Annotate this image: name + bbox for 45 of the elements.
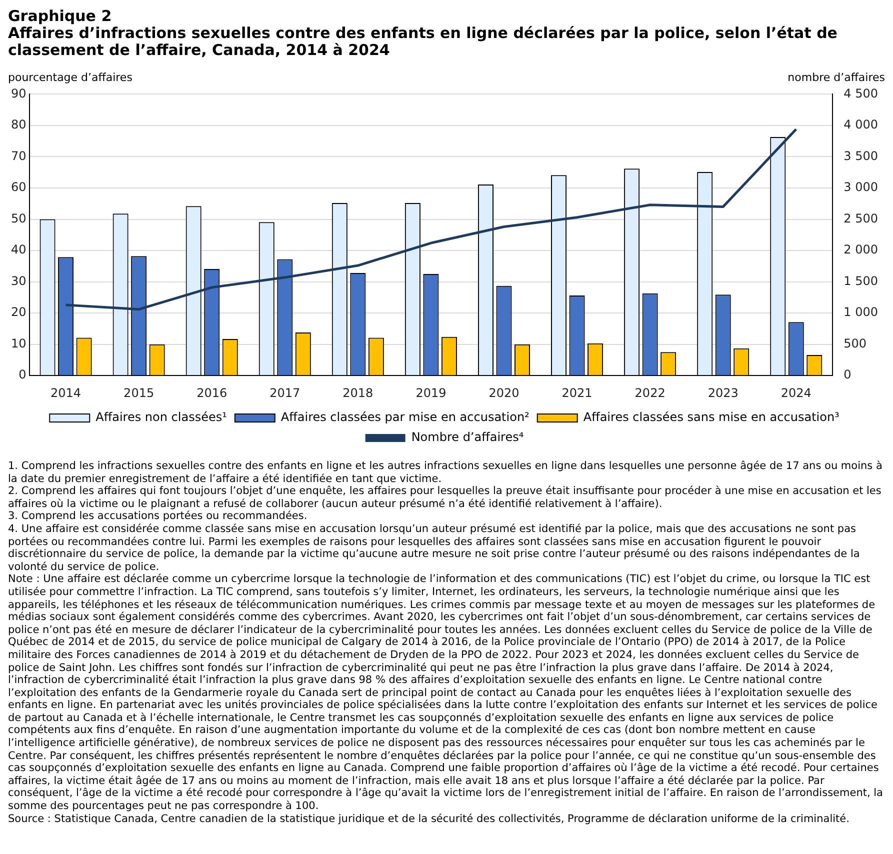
x-tick-label: 2015 xyxy=(124,386,154,400)
y-tick-label: 90 xyxy=(10,86,26,100)
text: 4. Une affaire est considérée comme classée sans mise en accusation lorsqu’un auteur présumé est identifié par la police, mais que des accusations ne sont pas portées ou recommandées contre lui. Parmi les exemples de raisons pour lesquelles des affaires sont classées sans mise en accusation figurent le pouvoir discrétionnaire du service de police, la demande par la victime qu’aucune autre mesure ne soit prise contre l’auteur présumé ou des raisons indépendantes de la volonté du service de police. xyxy=(8,522,861,574)
legend-label: Affaires classées sans mise en accusation³ xyxy=(583,410,840,424)
y2-tick-label: 3 000 xyxy=(844,180,878,194)
text: Note : Une affaire est déclarée comme un cybercrime lorsque la technologie de l’information et des communications (TIC) est l’objet du crime, ou lorsque la TIC est utilisée pour commettre l’infraction. La TIC comprend, sans toutefois s’y limiter, Internet, les ordinateurs, les serveurs, la technologie numérique ainsi que les appareils, les téléphones et les réseaux de télécommunication numériques. Les crimes commis par message texte et au moyen de messages sur les plateformes de médias sociaux sont également considérés comme des cybercrimes. Avant 2020, les cybercrimes ont fait l’objet d’un sous-dénombrement, car certains services de police n’ont pas été en mesure de déclarer l’indicateur de la cybercriminalité pour toutes les années. Les données excluent celles du Service de police de la Ville de Québec de 2014 et de 2015, du service de police municipal de Calgary de 2014 à 2016, de la Police provinciale de l’Ontario (PPO) de 2014 à 2017, de la Police militaire des Forces canadiennes de 2014 à 2019 et du détachement de Dryden de la PPO de 2022. Pour 2023 et 2024, les données excluent celles du Service de police de Saint John. Les chiffres sont fondés sur l’infraction de cybercriminalité qui peut ne pas être l’infraction la plus grave dans l’affaire. De 2014 à 2024, l’infraction de cybercriminalité était l’infraction la plus grave dans 98 % des affaires d’exploitation sexuelle des enfants en ligne. Le Centre national contre l’exploitation des enfants de la Gendarmerie royale du Canada sert de principal point de contact au Canada pour les enquêtes liées à l’exploitation sexuelle des enfants en ligne. En partenariat avec les unités provinciales de police spécialisées dans la lutte contre l’exploitation des enfants sur Internet et les services de police de partout au Canada et à l’échelle internationale, le Centre transmet les cas soupçonnés d’exploitation sexuelle des enfants en ligne aux services de police compétents aux fins d’enquête. En raison d’une augmentation importante du volume et de la complexité de ces cas (dont bon nombre mettent en cause l’intelligence artificielle générative), de nombreux services de police ne disposent pas des ressources nécessaires pour enquêter sur tous les cas acheminés par le Centre. Par conséquent, les chiffres présentés représentent le nombre d’enquêtes déclarées par la police pour l’année, ce qui ne constitue qu’un sous-ensemble des cas soupçonnés d’exploitation sexuelle des enfants en ligne au Canada. Comprend une faible proportion d’affaires où l’âge de la victime a été recodé. Pour certaines affaires, la victime était âgée de 17 ans ou moins au moment de l’infraction, mais elle avait 18 ans et plus lorsque l’affaire a été déclarée par la police. Par conséquent, l’âge de la victime a été recodé pour correspondre à l’âge qu’avait la victime lors de l’enregistrement initial de l’affaire. En raison de l’arrondissement, la somme des pourcentages peut ne pas correspondre à 100. xyxy=(8,573,883,812)
y2-tick-label: 4 500 xyxy=(844,86,878,100)
y-tick-label: 20 xyxy=(10,305,26,320)
text: 3. Comprend les accusations portées ou recommandées. xyxy=(8,510,308,523)
source-note: Source : Statistique Canada, Centre canadien de la statistique juridique et de la sécurité des collectivités, Programme de déclaration uniforme de la criminalité. xyxy=(8,812,850,826)
y2-tick-label: 1 000 xyxy=(844,305,878,320)
y-tick-label: 10 xyxy=(10,336,26,350)
text: 2. Comprend les affaires qui font toujours l’objet d’une enquête, les affaires pour lesquelles la preuve était insuffisante pour procéder à une mise en accusation et les affaires où la victime ou le plaignant a refusé de collaborer (aucun auteur présumé n’a été identifié relativement à l’affaire). xyxy=(8,485,882,510)
x-tick-label: 2022 xyxy=(634,386,666,400)
x-tick-label: 2021 xyxy=(562,386,592,400)
y-tick-label: 50 xyxy=(10,211,26,226)
legend-label: Affaires non classées¹ xyxy=(96,410,228,424)
y-tick-label: 60 xyxy=(10,180,26,194)
y2-axis-title: nombre d’affaires xyxy=(788,71,885,84)
x-tick-label: 2024 xyxy=(780,386,812,400)
y-tick-label: 70 xyxy=(10,148,26,163)
x-tick-label: 2023 xyxy=(708,386,738,400)
y2-tick-label: 2 500 xyxy=(844,211,878,226)
text: 1. Comprend les infractions sexuelles contre des enfants en ligne et les autres infractions sexuelles en ligne dans lesquelles une personne âgée de 17 ans ou moins à la date du premier enregistrement de l’affaire a été identifiée en tant que victime. xyxy=(8,460,884,486)
x-tick-label: 2017 xyxy=(270,386,300,400)
y2-tick-label: 500 xyxy=(844,336,867,350)
y2-tick-label: 4 000 xyxy=(844,118,878,132)
legend-label: Nombre d’affaires⁴ xyxy=(411,430,524,444)
y2-tick-label: 0 xyxy=(844,368,852,382)
y2-tick-label: 2 000 xyxy=(844,242,878,257)
chart-subtitle: Affaires d’infractions sexuelles contre des enfants en ligne déclarées par la police, selon l’état de classement de l’affaire, Canada, 2014 à 2024 xyxy=(8,24,838,59)
y2-tick-label: 1 500 xyxy=(844,274,878,288)
legend-label: Affaires classées par mise en accusation² xyxy=(280,410,530,424)
chart-title: Graphique 2 xyxy=(8,7,113,25)
y-tick-label: 80 xyxy=(10,118,26,132)
x-tick-label: 2019 xyxy=(416,386,446,400)
y-tick-label: 30 xyxy=(10,274,26,288)
x-tick-label: 2020 xyxy=(488,386,520,400)
y-tick-label: 40 xyxy=(10,242,26,257)
x-tick-label: 2016 xyxy=(196,386,228,400)
y-tick-label: 0 xyxy=(18,368,26,382)
x-tick-label: 2018 xyxy=(342,386,374,400)
y-axis-title: pourcentage d’affaires xyxy=(8,71,132,84)
y2-tick-label: 3 500 xyxy=(844,148,878,163)
x-tick-label: 2014 xyxy=(50,386,82,400)
